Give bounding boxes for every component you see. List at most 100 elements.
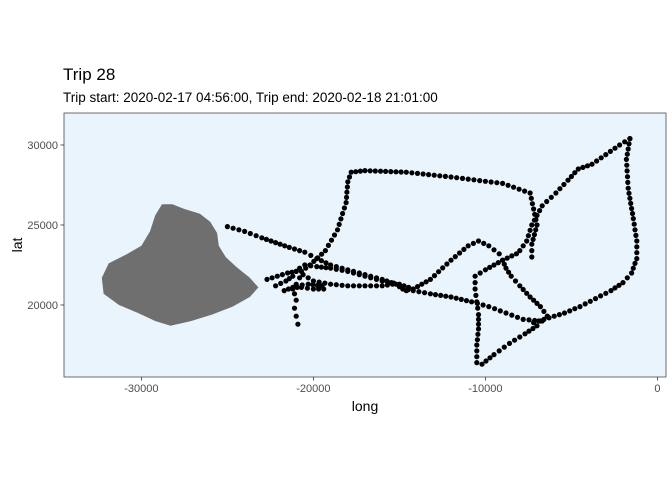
track-point — [589, 161, 595, 167]
track-point — [534, 300, 540, 306]
x-tick-label: -10000 — [468, 383, 502, 395]
track-point — [339, 282, 345, 288]
track-point — [367, 168, 373, 174]
track-point — [534, 212, 540, 218]
track-point — [264, 276, 270, 282]
track-point — [544, 313, 550, 319]
track-point — [328, 237, 335, 243]
track-point — [634, 244, 640, 250]
track-point — [293, 297, 299, 303]
track-point — [529, 248, 535, 254]
track-point — [592, 296, 599, 302]
track-point — [465, 176, 471, 182]
x-tick-label: 0 — [654, 383, 660, 395]
track-point — [409, 170, 415, 176]
track-point — [522, 331, 528, 337]
track-point — [289, 269, 295, 275]
track-point — [616, 282, 622, 288]
track-point — [297, 265, 303, 271]
track-point — [567, 308, 573, 314]
track-point — [325, 242, 331, 248]
track-point — [516, 186, 522, 192]
track-point — [539, 318, 545, 324]
track-point — [410, 286, 416, 292]
track-point — [356, 272, 362, 278]
track-point — [437, 173, 443, 179]
track-point — [486, 243, 492, 249]
track-point — [582, 301, 588, 307]
track-point — [620, 280, 626, 286]
track-point — [474, 342, 480, 348]
track-point — [461, 246, 467, 252]
chart-title: Trip 28 — [63, 65, 115, 84]
track-point — [486, 304, 492, 310]
track-point — [508, 273, 514, 279]
track-point — [634, 256, 640, 262]
track-point — [500, 257, 506, 263]
track-point — [528, 195, 534, 201]
track-point — [362, 273, 368, 279]
track-point — [474, 354, 480, 360]
track-point — [510, 184, 517, 190]
track-point — [556, 312, 563, 318]
track-point — [575, 166, 581, 172]
track-point — [517, 248, 523, 254]
track-point — [416, 289, 422, 295]
track-point — [448, 174, 454, 180]
track-point — [431, 273, 438, 279]
track-point — [379, 283, 385, 289]
track-point — [553, 190, 559, 196]
track-point — [383, 168, 389, 174]
track-point — [474, 299, 480, 305]
track-point — [475, 316, 482, 322]
track-point — [297, 248, 303, 254]
track-point — [531, 320, 537, 326]
track-point — [344, 184, 350, 190]
track-point — [534, 222, 540, 228]
track-point — [340, 210, 346, 217]
track-point — [319, 251, 325, 257]
track-point — [506, 340, 513, 346]
track-point — [343, 200, 349, 206]
track-point — [247, 230, 253, 237]
track-point — [285, 286, 292, 292]
track-point — [537, 208, 543, 214]
track-point — [624, 151, 630, 157]
track-point — [551, 313, 557, 319]
track-point — [491, 352, 497, 358]
track-point — [529, 254, 535, 260]
track-point — [314, 256, 320, 262]
track-point — [372, 168, 378, 174]
track-point — [426, 172, 432, 178]
track-point — [422, 290, 428, 296]
track-point — [391, 280, 397, 286]
track-point — [629, 270, 635, 276]
track-point — [630, 216, 636, 222]
track-point — [406, 284, 412, 290]
track-point — [632, 260, 638, 266]
track-point — [541, 308, 547, 314]
track-point — [334, 227, 341, 233]
track-point — [501, 344, 507, 350]
track-point — [273, 283, 279, 289]
track-point — [333, 282, 339, 288]
track-point — [625, 146, 631, 152]
track-point — [628, 200, 634, 206]
track-point — [427, 291, 433, 297]
track-point — [362, 168, 368, 174]
track-point — [420, 171, 426, 177]
track-point — [561, 310, 568, 316]
track-point — [465, 243, 471, 249]
y-tick-label: 30000 — [27, 140, 58, 152]
track-point — [293, 283, 299, 289]
track-point — [357, 168, 363, 174]
track-point — [318, 264, 324, 270]
track-point — [442, 173, 448, 179]
track-point — [293, 313, 299, 319]
track-point — [520, 286, 526, 293]
track-point — [533, 227, 539, 233]
track-point — [630, 265, 636, 271]
track-point — [436, 269, 442, 275]
track-point — [598, 155, 604, 161]
track-point — [633, 232, 639, 238]
